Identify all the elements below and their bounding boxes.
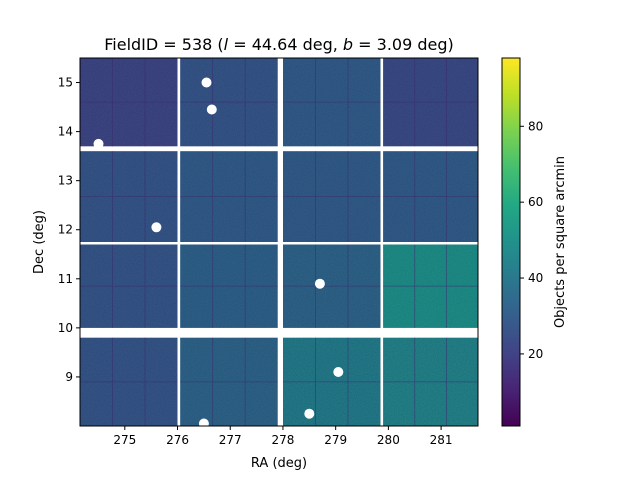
y-axis-ticks: 9 10 11 12 13 14 15 <box>58 76 80 384</box>
colorbar-tick-label: 40 <box>528 271 543 285</box>
colorbar-tick-label: 20 <box>528 347 543 361</box>
x-tick-label: 276 <box>166 433 189 447</box>
x-axis-label: RA (deg) <box>251 456 307 471</box>
colorbar-tick-label: 80 <box>528 119 543 133</box>
y-tick-label: 15 <box>58 76 73 90</box>
masked-hole <box>333 367 344 377</box>
masked-hole <box>206 104 217 115</box>
chart-title: FieldID = 538 (l = 44.64 deg, b = 3.09 d… <box>104 35 454 54</box>
x-tick-label: 275 <box>113 433 136 447</box>
masked-hole <box>93 138 104 149</box>
x-tick-label: 279 <box>324 433 347 447</box>
masked-hole <box>314 278 325 289</box>
x-tick-label: 277 <box>219 433 242 447</box>
y-tick-label: 11 <box>58 272 73 286</box>
y-tick-label: 9 <box>65 370 73 384</box>
y-tick-label: 10 <box>58 321 73 335</box>
y-tick-label: 13 <box>58 174 73 188</box>
x-tick-label: 281 <box>430 433 453 447</box>
y-tick-label: 14 <box>58 125 73 139</box>
plot-frame <box>79 57 479 427</box>
y-axis-label: Dec (deg) <box>32 210 47 274</box>
ccd-cells <box>80 58 478 426</box>
colorbar-label: Objects per square arcmin <box>553 156 568 328</box>
colorbar <box>501 57 521 427</box>
masked-hole <box>198 418 209 429</box>
x-tick-label: 278 <box>272 433 295 447</box>
masked-hole <box>304 408 315 419</box>
colorbar-ticks: 20 40 60 80 <box>520 119 543 361</box>
y-tick-label: 12 <box>58 223 73 237</box>
colorbar-tick-label: 60 <box>528 195 543 209</box>
x-tick-label: 280 <box>377 433 400 447</box>
masked-hole <box>151 222 162 233</box>
x-axis-ticks: 275 276 277 278 279 280 281 <box>113 426 453 447</box>
masked-hole <box>201 77 212 88</box>
